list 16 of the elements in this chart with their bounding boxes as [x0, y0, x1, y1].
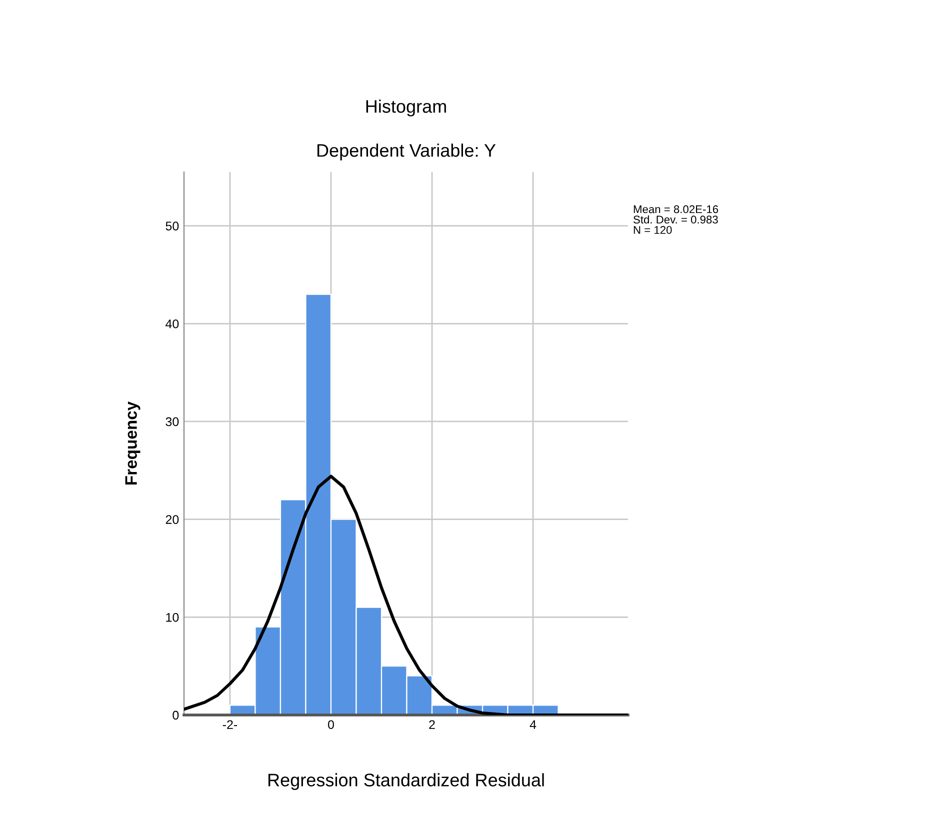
x-tick-label: 4: [530, 720, 536, 729]
x-tick-label: 0: [328, 720, 334, 730]
x-tick-label: -2-: [222, 720, 238, 729]
y-tick-label: 30: [166, 417, 179, 426]
x-tick-label: 2: [429, 720, 435, 729]
y-axis-title: Frequency: [125, 401, 140, 485]
y-tick-label: 50: [166, 222, 179, 230]
y-tick-label: 20: [166, 515, 179, 524]
chart-subtitle: Dependent Variable: Y: [317, 144, 496, 160]
chart-title: Histogram: [366, 100, 446, 116]
line-series: [184, 474, 628, 715]
y-tick-label: 40: [166, 319, 179, 328]
text: Mean = 8.02E-16 Std. Dev. = 0.983 N = 120: [634, 205, 718, 234]
y-tick-label: 0: [172, 710, 179, 720]
y-tick-label: 10: [166, 612, 179, 622]
x-axis-title: Regression Standardized Residual: [268, 773, 544, 790]
